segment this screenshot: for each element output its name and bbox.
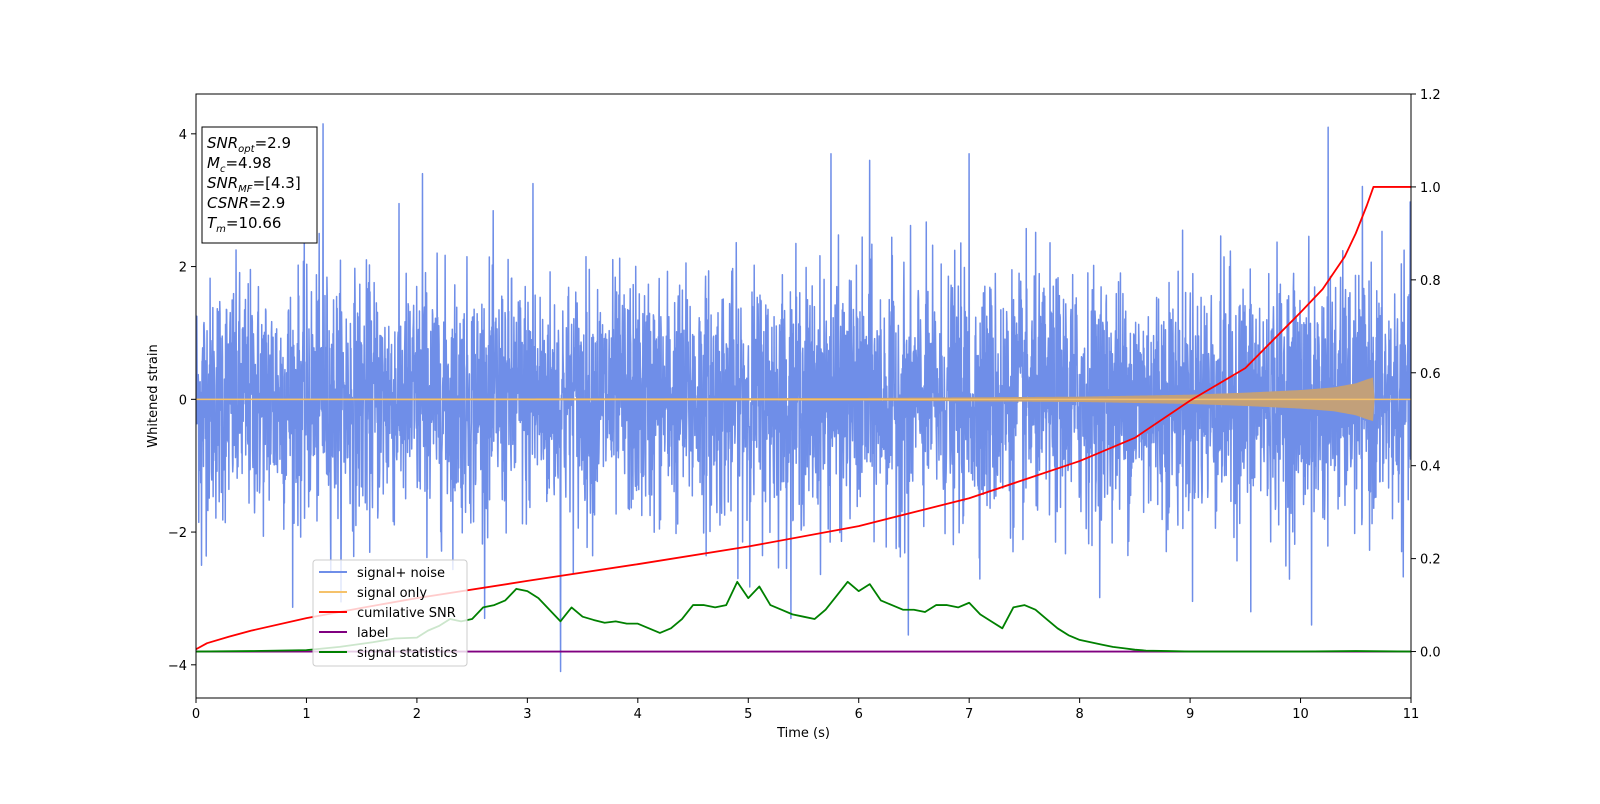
y-right-tick-label: 0.2 <box>1420 553 1441 568</box>
info-box-line: Tm=10.66 <box>207 214 281 235</box>
x-tick-label: 1 <box>302 707 310 722</box>
info-box-symbol: T <box>207 214 218 232</box>
x-tick-label: 4 <box>634 707 642 722</box>
x-tick-label: 8 <box>1075 707 1083 722</box>
info-box-subscript: MF <box>238 184 253 195</box>
info-box-line: SNRopt=2.9 <box>207 134 291 155</box>
series-signal-noise-line <box>196 123 1411 673</box>
plot-frame <box>195 93 1412 699</box>
y-right-tick-label: 1.0 <box>1420 181 1441 196</box>
legend-label: signal statistics <box>357 646 458 661</box>
info-box-subscript: opt <box>238 144 255 155</box>
y-left-tick-label: −2 <box>168 526 187 541</box>
legend: signal+ noise signal only cumilative SNR la… <box>312 559 468 667</box>
info-box-line: SNRMF=[4.3] <box>207 174 301 195</box>
y-right-tick-label: 0.0 <box>1420 646 1441 661</box>
y-left-tick-label: −4 <box>168 659 187 674</box>
x-tick-label: 3 <box>523 707 531 722</box>
x-tick-label: 11 <box>1403 707 1420 722</box>
y-left-tick-label: 0 <box>179 393 187 408</box>
x-tick-label: 5 <box>744 707 752 722</box>
y-left-tick-label: 2 <box>179 261 187 276</box>
info-box-line: Mc=4.98 <box>207 154 271 175</box>
y-right-tick-label: 0.4 <box>1420 460 1441 475</box>
info-box-value: =2.9 <box>255 134 291 152</box>
x-tick-label: 0 <box>192 707 200 722</box>
legend-label: signal+ noise <box>357 566 445 581</box>
legend-label: signal only <box>357 586 427 601</box>
info-box: SNRopt=2.9Mc=4.98SNRMF=[4.3]CSNR=2.9Tm=1… <box>201 126 318 244</box>
x-tick-label: 2 <box>413 707 421 722</box>
y-left-tick-label: 4 <box>179 128 187 143</box>
y-right-tick-label: 1.2 <box>1420 88 1441 103</box>
axes: 0 1 2 3 4 5 6 7 8 9 10 11 −4 −2 0 2 4 0.0 0.2 0.4 0.6 0.8 1.0 1… <box>146 88 1441 741</box>
info-box-value: =4.98 <box>225 154 271 172</box>
x-tick-label: 7 <box>965 707 973 722</box>
x-tick-label: 6 <box>855 707 863 722</box>
y-right-tick-label: 0.6 <box>1420 367 1441 382</box>
info-box-symbol: SNR <box>207 134 238 152</box>
y-axis-label-left: Whitened strain <box>146 344 161 447</box>
x-tick-label: 10 <box>1292 707 1309 722</box>
info-box-value: =2.9 <box>249 194 285 212</box>
legend-label: label <box>357 626 388 641</box>
x-axis-label: Time (s) <box>776 726 830 741</box>
info-box-value: =[4.3] <box>253 174 301 192</box>
y-right-tick-label: 0.8 <box>1420 274 1441 289</box>
info-box-value: =10.66 <box>226 214 282 232</box>
info-box-subscript: c <box>220 164 226 175</box>
legend-frame <box>312 559 468 667</box>
info-box-frame <box>201 126 318 244</box>
info-box-line: CSNR=2.9 <box>207 194 285 212</box>
legend-label: cumilative SNR <box>357 606 456 621</box>
info-box-subscript: m <box>216 224 226 235</box>
info-box-symbol: CSNR <box>207 194 249 212</box>
info-box-symbol: SNR <box>207 174 238 192</box>
info-box-symbol: M <box>207 154 220 172</box>
series-cumulative-snr-line <box>196 186 1411 651</box>
series-signal-statistics-line <box>196 580 1411 653</box>
x-tick-label: 9 <box>1186 707 1194 722</box>
